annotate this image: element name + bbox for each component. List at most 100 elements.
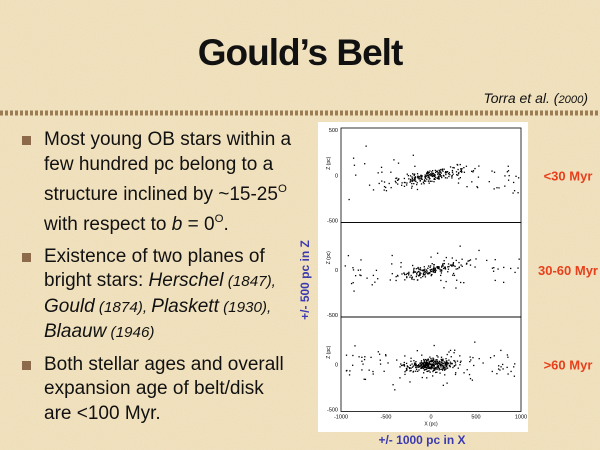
star-dot xyxy=(426,362,428,364)
star-dot xyxy=(411,264,414,267)
star-dot xyxy=(441,265,443,267)
star-dot xyxy=(424,268,426,270)
star-dot xyxy=(374,281,376,283)
star-dot xyxy=(471,379,474,381)
star-dot xyxy=(459,170,462,173)
star-dot xyxy=(413,360,415,362)
star-dot xyxy=(419,180,421,182)
star-dot xyxy=(494,279,496,282)
star-dot xyxy=(361,356,363,358)
star-dot xyxy=(427,366,429,368)
star-dot xyxy=(420,277,422,279)
star-dot xyxy=(440,368,442,371)
star-dot xyxy=(377,351,379,353)
star-dot xyxy=(390,171,392,173)
star-dot xyxy=(438,368,441,370)
star-dot xyxy=(395,276,397,278)
star-dot xyxy=(455,268,457,270)
x-tick-label: -500 xyxy=(380,415,391,421)
star-dot xyxy=(431,174,433,176)
star-dot xyxy=(423,266,425,268)
star-dot xyxy=(437,356,439,358)
star-dot xyxy=(440,364,442,366)
text-run: (1847), xyxy=(223,273,276,291)
star-dot xyxy=(436,177,438,179)
star-dot xyxy=(414,178,416,180)
panel-frame xyxy=(340,316,522,412)
star-dot xyxy=(459,355,461,357)
star-dot xyxy=(410,187,413,189)
star-dot xyxy=(411,182,413,185)
star-dot xyxy=(452,274,454,276)
bullet-marker xyxy=(22,360,31,370)
star-dot xyxy=(415,366,417,368)
star-dot xyxy=(399,366,401,368)
star-dot xyxy=(415,366,418,368)
star-dot xyxy=(437,365,439,367)
star-dot xyxy=(422,365,425,367)
star-dot xyxy=(401,273,403,275)
star-dot xyxy=(418,369,420,371)
star-dot xyxy=(435,359,437,361)
star-dot xyxy=(437,266,440,268)
star-dot xyxy=(429,177,431,180)
star-dot xyxy=(432,269,434,272)
star-dot xyxy=(476,186,479,189)
star-dot xyxy=(445,358,447,360)
star-dot xyxy=(420,174,422,176)
star-dot xyxy=(517,267,519,269)
star-dot xyxy=(424,364,426,367)
star-dot xyxy=(512,192,514,194)
star-dot xyxy=(442,365,445,367)
star-dot xyxy=(426,370,428,373)
star-dot xyxy=(471,170,473,172)
star-dot xyxy=(456,279,458,281)
star-dot xyxy=(426,359,429,361)
star-dot xyxy=(385,355,387,357)
star-dot xyxy=(493,355,495,357)
text-run: (1946) xyxy=(106,324,155,342)
star-dot xyxy=(349,370,351,372)
star-dot xyxy=(441,359,443,362)
star-dot xyxy=(405,362,408,365)
bullet-line: Existence of two planes of xyxy=(44,245,322,270)
star-dot xyxy=(457,268,459,270)
star-dot xyxy=(429,266,431,269)
star-dot xyxy=(397,275,399,277)
star-dot xyxy=(493,171,496,173)
star-dot xyxy=(518,258,520,260)
star-dot xyxy=(413,278,415,281)
star-dot xyxy=(455,171,458,173)
star-dot xyxy=(441,176,443,179)
star-dot xyxy=(510,267,512,270)
star-dot xyxy=(454,362,457,364)
star-dot xyxy=(427,267,429,269)
star-dot xyxy=(447,266,449,268)
star-dot xyxy=(359,269,362,271)
star-dot xyxy=(459,245,461,247)
star-dot xyxy=(494,258,496,261)
star-dot xyxy=(458,178,460,180)
star-dot xyxy=(428,365,430,367)
star-dot xyxy=(392,384,394,386)
star-dot xyxy=(446,365,448,367)
star-dot xyxy=(451,177,453,179)
star-dot xyxy=(361,369,363,371)
star-dot xyxy=(420,178,422,180)
star-dot xyxy=(418,175,420,178)
star-dot xyxy=(420,183,423,185)
star-dot xyxy=(407,175,410,177)
star-dot xyxy=(440,168,442,171)
star-dot xyxy=(438,171,441,173)
star-dot xyxy=(451,363,453,365)
star-dot xyxy=(396,179,399,181)
star-dot xyxy=(425,364,428,366)
star-dot xyxy=(461,258,463,260)
text-run: bright stars: xyxy=(44,270,149,292)
star-dot xyxy=(453,274,456,277)
star-dot xyxy=(396,177,398,179)
star-dot xyxy=(390,186,392,189)
star-dot xyxy=(421,366,423,369)
star-dot xyxy=(412,371,414,373)
